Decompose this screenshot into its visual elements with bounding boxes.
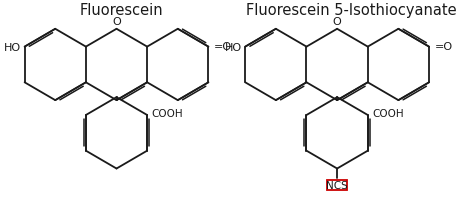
Text: Fluorescein: Fluorescein — [79, 3, 163, 18]
Text: NCS: NCS — [326, 180, 348, 190]
Text: O: O — [333, 17, 341, 27]
Text: O: O — [112, 17, 121, 27]
Bar — [328, 180, 347, 190]
Text: COOH: COOH — [373, 109, 404, 119]
Text: =O: =O — [435, 41, 453, 52]
Text: HO: HO — [224, 42, 242, 52]
Text: COOH: COOH — [152, 109, 183, 119]
Text: HO: HO — [4, 42, 21, 52]
Text: =O: =O — [214, 41, 232, 52]
Text: Fluorescein 5-Isothiocyanate: Fluorescein 5-Isothiocyanate — [246, 3, 456, 18]
